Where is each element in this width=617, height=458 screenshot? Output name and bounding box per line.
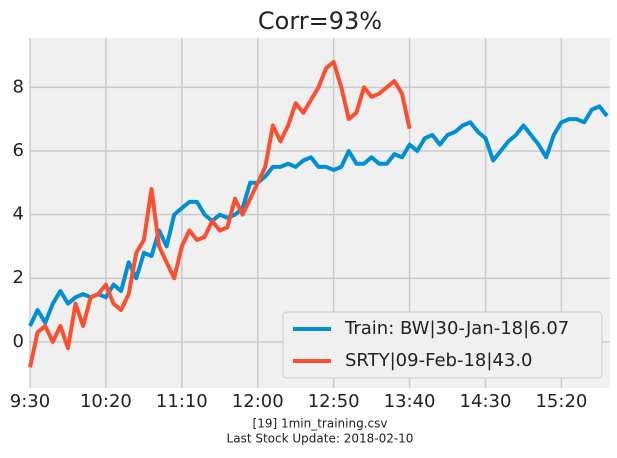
- x-tick-label: 14:30: [460, 391, 512, 412]
- footnote: [19] 1min_training.csv: [253, 417, 388, 431]
- x-tick-label: 15:20: [535, 391, 587, 412]
- legend-box: [282, 311, 603, 379]
- x-tick-label: 9:30: [10, 391, 50, 412]
- x-tick-label: 10:20: [80, 391, 132, 412]
- y-tick-label: 8: [13, 76, 24, 97]
- y-tick-label: 0: [13, 331, 24, 352]
- x-tick-label: 13:40: [384, 391, 436, 412]
- series-line: [28, 59, 412, 368]
- y-tick-label: 4: [13, 204, 24, 225]
- x-tick-label: 12:50: [308, 391, 360, 412]
- legend-label: SRTY|09-Feb-18|43.0: [345, 350, 533, 371]
- footnote: Last Stock Update: 2018-02-10: [227, 432, 414, 446]
- y-tick-label: 2: [13, 267, 24, 288]
- y-tick-label: 6: [13, 140, 24, 161]
- chart-title: Corr=93%: [258, 7, 382, 35]
- series-line: [28, 104, 609, 327]
- x-tick-label: 12:00: [232, 391, 284, 412]
- legend: Train: BW|30-Jan-18|6.07 SRTY|09-Feb-18|4…: [282, 311, 603, 379]
- x-tick-label: 11:10: [156, 391, 208, 412]
- legend-label: Train: BW|30-Jan-18|6.07: [344, 318, 569, 339]
